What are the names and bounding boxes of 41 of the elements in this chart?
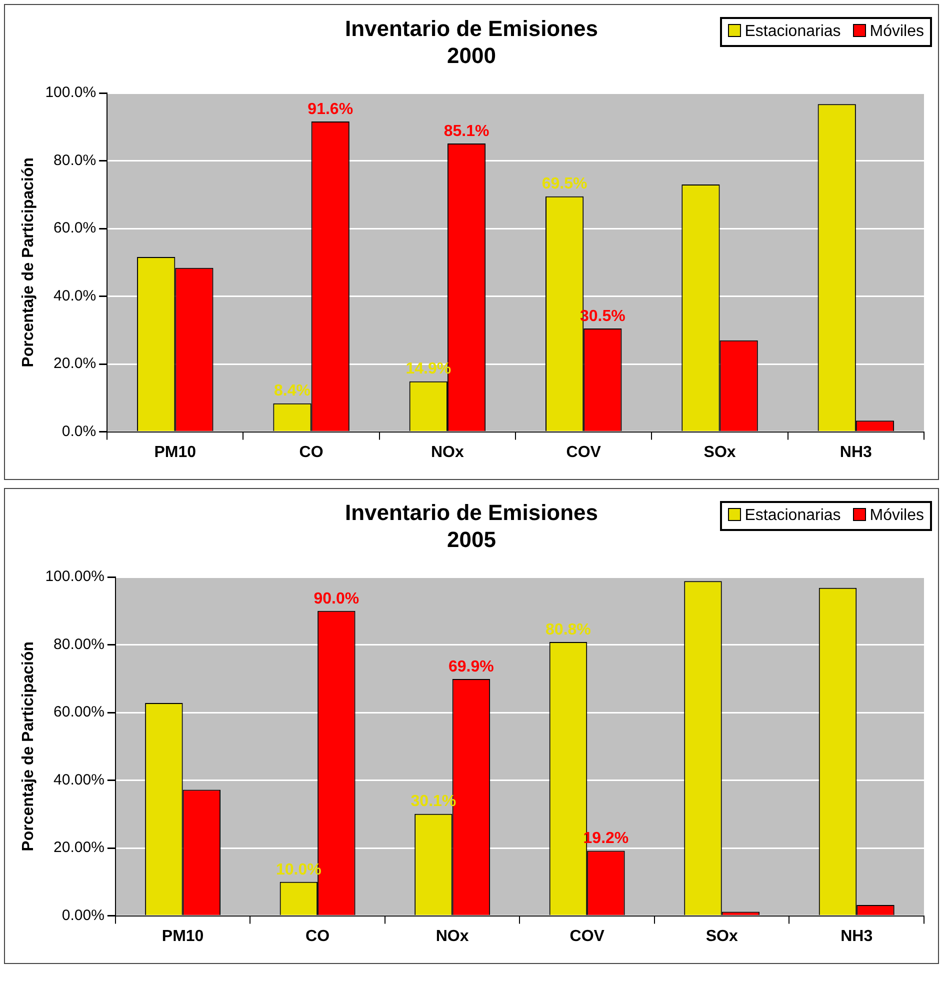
y-tick-label: 80.0% [54,152,96,169]
data-label: 90.0% [314,590,360,608]
legend-label: Estacionarias [744,506,841,526]
y-tick-label: 60.0% [54,220,96,237]
legend-label: Estacionarias [744,22,841,42]
y-tick-label: 20.0% [54,355,96,372]
y-tick-label: 0.00% [62,906,104,924]
y-axis-title: Porcentaje de Participación [20,157,38,368]
legend-label: Móviles [868,506,924,526]
legend-label: Móviles [868,22,924,42]
x-tick-label: NH3 [840,444,872,461]
x-tick-label: NOx [436,928,469,945]
y-tick-label: 100.00% [45,568,104,586]
x-tick-label: SOx [706,928,738,945]
data-label: 8.4% [274,382,310,400]
y-tick-label: 20.00% [54,839,104,856]
y-tick-label: 0.0% [62,422,96,440]
x-tick-label: CO [306,928,330,945]
data-label: 91.6% [308,100,354,118]
x-tick-label: PM10 [154,444,196,461]
y-tick-label: 40.00% [54,771,104,788]
chart-subtitle: 2005 [446,526,497,553]
data-label: 85.1% [444,122,490,140]
data-label: 80.8% [546,621,591,638]
x-tick-label: CO [299,444,324,461]
x-tick-label: NH3 [840,928,873,945]
x-tick-label: NOx [431,444,464,461]
y-tick-label: 60.00% [54,704,104,721]
chart-title: Inventario de Emisiones [344,500,598,525]
chart-title: Inventario de Emisiones [344,16,598,41]
x-tick-label: PM10 [162,928,204,945]
x-tick-label: SOx [704,444,736,461]
chart-subtitle: 2000 [446,42,497,69]
data-label: 69.9% [448,658,494,676]
y-tick-label: 40.0% [54,287,96,304]
y-axis-title: Porcentaje de Participación [20,641,38,852]
data-label: 69.5% [542,176,588,193]
y-tick-label: 80.00% [54,636,104,653]
y-tick-label: 100.0% [45,84,96,102]
x-tick-label: COV [566,444,602,461]
x-tick-label: COV [570,928,605,945]
